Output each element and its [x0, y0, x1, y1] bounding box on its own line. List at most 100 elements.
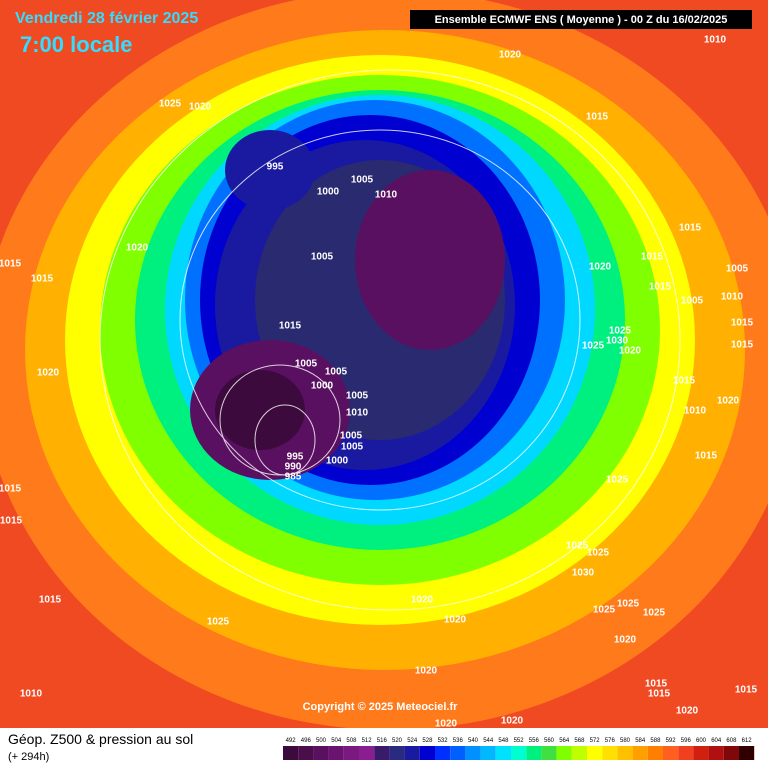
- scale-swatch: [313, 746, 329, 760]
- isobar-label: 1000: [317, 187, 340, 198]
- isobar-label: 1030: [606, 336, 629, 347]
- isobar-label: 1025: [593, 605, 616, 616]
- isobar-label: 1015: [0, 484, 22, 495]
- isobar-label: 1015: [648, 689, 671, 700]
- scale-label: 608: [726, 738, 737, 744]
- scale-swatch: [359, 746, 375, 760]
- scale-label: 500: [316, 738, 327, 744]
- scale-swatch: [617, 746, 633, 760]
- isobar-label: 1010: [684, 406, 707, 417]
- isobar-label: 1005: [295, 359, 318, 370]
- isobar-label: 1025: [159, 99, 182, 110]
- scale-label: 504: [331, 738, 342, 744]
- isobar-label: 1010: [375, 190, 398, 201]
- color-scale: 492 496 500 504 508 512 516 520 524 528 532 536 540 5…: [283, 738, 755, 760]
- scale-label: 528: [422, 738, 433, 744]
- isobar-label: 1015: [645, 679, 668, 690]
- scale-swatch: [632, 746, 648, 760]
- scale-label: 572: [590, 738, 601, 744]
- isobar-label: 995: [287, 452, 304, 463]
- isobar-label: 1015: [679, 223, 702, 234]
- scale-swatch: [587, 746, 603, 760]
- scale-label: 564: [559, 738, 570, 744]
- isobar-label: 1020: [435, 719, 458, 730]
- scale-label: 512: [362, 738, 373, 744]
- isobar-label: 1005: [311, 252, 334, 263]
- scale-label: 552: [514, 738, 525, 744]
- scale-swatch: [343, 746, 359, 760]
- isobar-label: 1020: [619, 346, 642, 357]
- scale-swatch: [541, 746, 557, 760]
- scale-label: 544: [483, 738, 494, 744]
- footer-lead: (+ 294h): [8, 751, 49, 763]
- isobar-label: 1020: [676, 706, 699, 717]
- isobar-label: 1015: [0, 516, 23, 527]
- scale-label: 588: [650, 738, 661, 744]
- scale-swatch: [571, 746, 587, 760]
- scale-label: 548: [498, 738, 509, 744]
- scale-swatch: [374, 746, 390, 760]
- scale-swatch: [693, 746, 709, 760]
- isobar-label: 1020: [717, 396, 740, 407]
- scale-swatch: [389, 746, 405, 760]
- scale-swatch: [708, 746, 724, 760]
- isobar-label: 1015: [695, 451, 718, 462]
- scale-swatch: [739, 746, 755, 760]
- isobar-label: 1005: [340, 431, 363, 442]
- scale-label: 604: [711, 738, 722, 744]
- isobar-label: 1015: [731, 340, 754, 351]
- scale-swatch: [419, 746, 435, 760]
- scale-swatch: [328, 746, 344, 760]
- scale-label: 596: [681, 738, 692, 744]
- date: Vendredi 28 février 2025: [15, 10, 198, 27]
- isobar-label: 1025: [617, 599, 640, 610]
- scale-swatch: [298, 746, 314, 760]
- isobar-label: 1015: [649, 282, 672, 293]
- model-box: [410, 10, 752, 29]
- isobar-label: 1025: [606, 475, 629, 486]
- isobar-label: 1010: [20, 689, 43, 700]
- scale-label: 560: [544, 738, 555, 744]
- scale-label: 508: [346, 738, 357, 744]
- scale-swatch: [480, 746, 496, 760]
- isobar-label: 1015: [279, 321, 302, 332]
- scale-label: 568: [574, 738, 585, 744]
- scale-label: 584: [635, 738, 646, 744]
- isobar-label: 1005: [726, 264, 749, 275]
- scale-label: 524: [407, 738, 418, 744]
- isobar-label: 1015: [735, 685, 758, 696]
- scale-label: 612: [742, 738, 753, 744]
- scale-swatch: [647, 746, 663, 760]
- isobar-label: 995: [267, 162, 284, 173]
- isobar-label: 1005: [341, 442, 364, 453]
- scale-label: 540: [468, 738, 479, 744]
- isobar-label: 1015: [586, 112, 609, 123]
- isobar-label: 985: [285, 472, 302, 483]
- scale-swatch: [723, 746, 739, 760]
- scale-label: 536: [453, 738, 464, 744]
- isobar-label: 1025: [566, 541, 589, 552]
- model: Ensemble ECMWF ENS ( Moyenne ) - 00 Z du…: [435, 14, 728, 26]
- scale-swatch: [511, 746, 527, 760]
- isobar-label: 1020: [614, 635, 637, 646]
- isobar-label: 1025: [207, 617, 230, 628]
- isobar-label: 1020: [444, 615, 467, 626]
- isobar-label: 1015: [673, 376, 696, 387]
- scale-swatch: [450, 746, 466, 760]
- isobar-label: 990: [285, 462, 302, 473]
- scale-label: 516: [377, 738, 388, 744]
- scale-swatch: [526, 746, 542, 760]
- isobar-label: 1015: [31, 274, 54, 285]
- isobar-label: 1020: [189, 102, 212, 113]
- isobar-label: 1005: [681, 296, 704, 307]
- isobar-label: 1020: [415, 666, 438, 677]
- scale-label: 496: [301, 738, 312, 744]
- scale-label: 492: [286, 738, 297, 744]
- scale-label: 532: [438, 738, 449, 744]
- isobar-label: 1005: [351, 175, 374, 186]
- scale-swatch: [283, 746, 299, 760]
- scale-label: 576: [605, 738, 616, 744]
- scale-label: 592: [666, 738, 677, 744]
- scale-swatch: [495, 746, 511, 760]
- isobar-label: 1020: [499, 50, 522, 61]
